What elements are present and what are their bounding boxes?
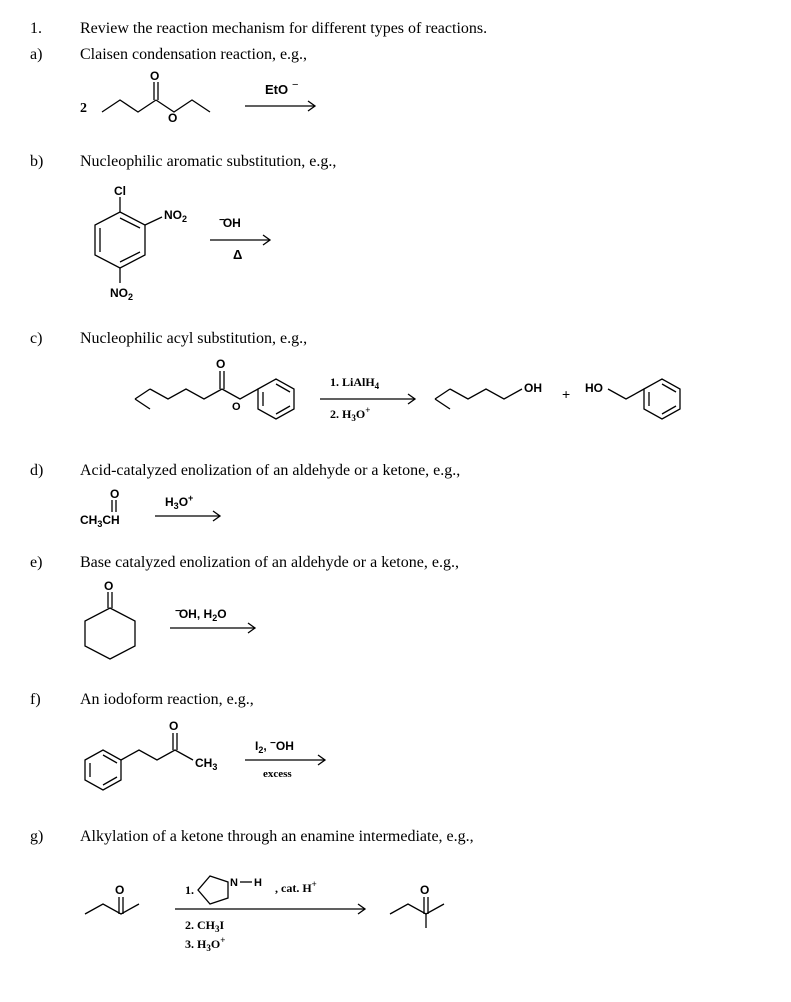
g-O2: O <box>420 883 429 897</box>
item-e: e) Base catalyzed enolization of an alde… <box>30 554 761 673</box>
c-O: O <box>216 357 225 371</box>
item-c-label: c) <box>30 330 80 348</box>
item-d-diagram: O CH3CH H3O+ <box>80 486 761 536</box>
g-arrow <box>175 904 365 914</box>
a-ester-O: O <box>168 111 177 125</box>
g-product <box>390 897 444 928</box>
item-a-title: Claisen condensation reaction, e.g., <box>80 46 761 64</box>
g-step1: 1. <box>185 883 194 897</box>
c-prod2 <box>608 379 680 419</box>
g-cat: , cat. H+ <box>275 879 317 895</box>
item-g-diagram: O 1. N H , cat. H+ 2. CH3I 3. H3O+ <box>80 864 761 964</box>
item-c-title: Nucleophilic acyl substitution, e.g., <box>80 330 770 348</box>
g-O1: O <box>115 883 124 897</box>
item-c: c) Nucleophilic acyl substitution, e.g., <box>30 330 761 444</box>
a-minus: − <box>292 79 298 91</box>
coeff-2: 2 <box>80 101 87 116</box>
item-e-title: Base catalyzed enolization of an aldehyd… <box>80 554 761 572</box>
e-reagent: −OH, H2O <box>175 606 227 623</box>
a-O-label: O <box>150 70 159 83</box>
c-arrow <box>320 394 415 404</box>
a-reagent: EtO <box>265 82 288 97</box>
d-CH3CH: CH3CH <box>80 513 120 529</box>
c-plus: + <box>562 386 570 402</box>
item-e-label: e) <box>30 554 80 572</box>
item-b-title: Nucleophilic aromatic substitution, e.g.… <box>80 153 761 171</box>
f-CH3: CH3 <box>195 756 217 772</box>
item-b-label: b) <box>30 153 80 171</box>
d-reagent: H3O+ <box>165 493 193 511</box>
item-g: g) Alkylation of a ketone through an ena… <box>30 828 761 964</box>
c-prod1 <box>435 389 522 409</box>
c-r1: 1. LiAlH4 <box>330 375 380 391</box>
item-g-title: Alkylation of a ketone through an enamin… <box>80 828 761 846</box>
f-arrow <box>245 755 325 765</box>
question-text: Review the reaction mechanism for differ… <box>80 20 761 38</box>
item-d-title: Acid-catalyzed enolization of an aldehyd… <box>80 462 761 480</box>
g-N: N <box>230 877 238 889</box>
b-delta: Δ <box>233 247 242 262</box>
c-ester-O: O <box>232 401 241 413</box>
item-a: a) Claisen condensation reaction, e.g., … <box>30 46 761 135</box>
c-r2: 2. H3O+ <box>330 405 370 423</box>
g-start <box>85 897 139 914</box>
b-arrow <box>210 235 270 245</box>
ester-skeleton <box>102 82 210 112</box>
item-b: b) Nucleophilic aromatic substitution, e… <box>30 153 761 312</box>
e-arrow <box>170 623 255 633</box>
item-a-label: a) <box>30 46 80 64</box>
c-prodOH: OH <box>524 381 542 395</box>
e-ring <box>85 592 135 659</box>
d-dbond <box>112 500 116 512</box>
f-reagent: I2, −OH <box>255 738 294 755</box>
g-step2: 2. CH3I <box>185 918 225 934</box>
f-start <box>85 733 193 790</box>
f-O: O <box>169 719 178 733</box>
item-b-diagram: Cl NO2 NO2 −OH Δ <box>80 177 761 312</box>
item-f: f) An iodoform reaction, e.g., O CH3 <box>30 691 761 810</box>
item-d: d) Acid-catalyzed enolization of an alde… <box>30 462 761 536</box>
b-NO2-para: NO2 <box>110 286 133 302</box>
b-Cl: Cl <box>114 184 126 198</box>
item-f-title: An iodoform reaction, e.g., <box>80 691 761 709</box>
d-O: O <box>110 487 119 501</box>
question-number: 1. <box>30 20 80 38</box>
g-H: H <box>254 877 262 889</box>
item-d-label: d) <box>30 462 80 480</box>
b-NO2-ortho: NO2 <box>164 208 187 224</box>
question-header: 1. Review the reaction mechanism for dif… <box>30 20 761 38</box>
item-e-diagram: O −OH, H2O <box>80 578 761 673</box>
g-pyrrolidine <box>198 876 228 904</box>
item-f-diagram: O CH3 I2, −OH excess <box>80 715 761 810</box>
d-arrow <box>155 511 220 521</box>
c-HO: HO <box>585 381 603 395</box>
item-a-diagram: 2 O O EtO − <box>80 70 761 135</box>
e-O: O <box>104 579 113 593</box>
item-g-label: g) <box>30 828 80 846</box>
b-ring <box>95 197 162 283</box>
b-OH: −OH <box>219 215 241 230</box>
g-step3: 3. H3O+ <box>185 935 225 953</box>
f-excess: excess <box>263 768 292 780</box>
a-arrow <box>245 101 315 111</box>
item-f-label: f) <box>30 691 80 709</box>
c-start <box>135 371 294 419</box>
item-c-diagram: O O 1. LiAlH4 2. H3O+ OH + HO <box>80 354 770 444</box>
